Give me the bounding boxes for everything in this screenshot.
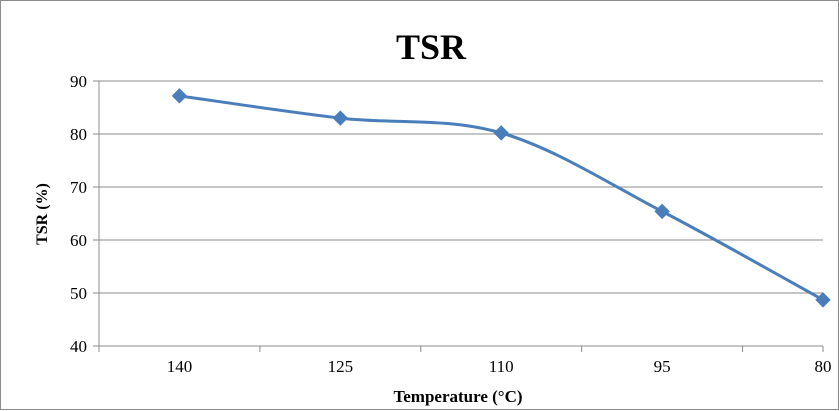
y-tick-label: 80 [70,125,87,144]
x-tick-label: 95 [654,357,671,376]
data-point [815,292,831,308]
y-tick-label: 60 [70,231,87,250]
y-tick-label: 70 [70,178,87,197]
x-tick-label: 80 [815,357,832,376]
y-tick-label: 40 [70,337,87,356]
y-tick-labels: 40 50 60 70 80 90 [70,72,87,356]
data-point [493,125,509,141]
x-tick-label: 125 [328,357,354,376]
y-tick-label: 90 [70,72,87,91]
x-tick-labels: 140 125 110 95 80 [167,357,832,376]
axes [93,80,824,352]
y-tick-label: 50 [70,284,87,303]
grid-lines [99,80,823,294]
chart-title: TSR [396,27,467,67]
data-point [332,110,349,126]
x-tick-label: 110 [489,357,514,376]
y-axis-label: TSR (%) [34,183,51,245]
x-axis-label: Temperature (°C) [393,387,522,406]
x-tick-label: 140 [167,357,193,376]
data-point [654,203,670,220]
series-layer [171,88,831,308]
data-point [171,88,188,104]
